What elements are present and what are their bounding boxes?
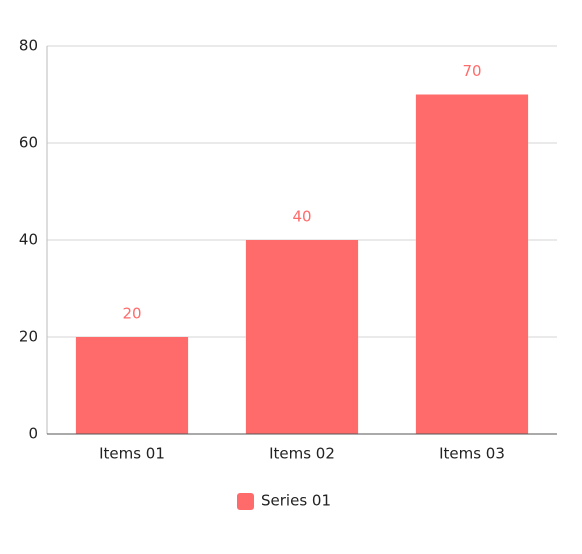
y-tick-label: 0 <box>28 425 38 443</box>
x-tick-label: Items 02 <box>269 445 335 463</box>
y-tick-label: 20 <box>19 328 38 346</box>
value-label: 70 <box>462 62 481 80</box>
bar <box>245 240 359 434</box>
value-label: 40 <box>292 208 311 226</box>
y-tick-label: 40 <box>19 231 38 249</box>
value-label: 20 <box>122 305 141 323</box>
x-tick-label: Items 01 <box>99 445 165 463</box>
bar <box>415 94 529 434</box>
bar <box>75 337 189 434</box>
legend-swatch <box>237 493 254 510</box>
y-tick-label: 60 <box>19 134 38 152</box>
x-tick-label: Items 03 <box>439 445 505 463</box>
y-tick-label: 80 <box>19 37 38 55</box>
legend-label: Series 01 <box>261 492 331 510</box>
